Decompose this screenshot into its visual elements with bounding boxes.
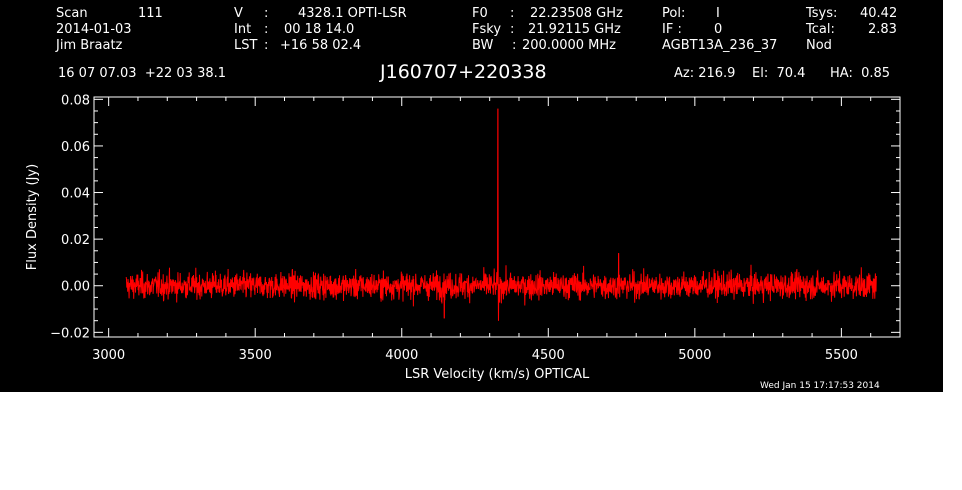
spectrum-line <box>125 108 878 321</box>
elevation: El: 70.4 <box>752 66 806 81</box>
x-tick-label: 3000 <box>92 348 125 363</box>
velocity-label: V <box>234 6 243 21</box>
lst-label: LST <box>234 38 258 53</box>
velocity-value: 4328.1 OPTI-LSR <box>298 6 407 21</box>
y-tick-label: 0.02 <box>61 233 90 248</box>
f0-label: F0 <box>472 6 488 21</box>
y-tick-label: 0.06 <box>61 140 90 155</box>
observation-date: 2014-01-03 <box>56 22 132 37</box>
x-tick-label: 5500 <box>825 348 858 363</box>
observing-mode: Nod <box>806 38 832 53</box>
fsky-colon: : <box>510 22 515 37</box>
tsys-label: Tsys: <box>806 6 838 21</box>
y-tick-label: 0.00 <box>61 280 90 295</box>
x-axis-label: LSR Velocity (km/s) OPTICAL <box>405 367 590 382</box>
project-id: AGBT13A_236_37 <box>662 38 778 53</box>
tcal-value: 2.83 <box>868 22 897 37</box>
fsky-value: 21.92115 GHz <box>528 22 621 37</box>
velocity-colon: : <box>264 6 269 21</box>
integration-colon: : <box>264 22 269 37</box>
y-axis-label: Flux Density (Jy) <box>25 164 40 270</box>
scan-value: 111 <box>138 6 163 21</box>
x-tick-label: 3500 <box>239 348 272 363</box>
f0-colon: : <box>510 6 515 21</box>
f0-value: 22.23508 GHz <box>530 6 623 21</box>
y-tick-label: 0.08 <box>61 93 90 108</box>
tsys-value: 40.42 <box>860 6 898 21</box>
lst-colon: : <box>264 38 269 53</box>
spectrum-trace-layer <box>125 108 878 321</box>
if-value: 0 <box>714 22 723 37</box>
tcal-label: Tcal: <box>806 22 835 37</box>
hour-angle: HA: 0.85 <box>830 66 891 81</box>
source-name: J160707+220338 <box>380 61 547 83</box>
lst-value: +16 58 02.4 <box>280 38 362 53</box>
x-tick-label: 4000 <box>385 348 418 363</box>
integration-value: 00 18 14.0 <box>284 22 355 37</box>
bw-colon: : <box>512 38 517 53</box>
axis-ticks: 3000 3500 4000 4500 5000 5500 −0.02 0.00 0.02 0.0… <box>50 93 900 363</box>
pol-value: I <box>716 6 720 21</box>
y-tick-label: −0.02 <box>50 326 90 341</box>
source-coordinates: 16 07 07.03 +22 03 38.1 <box>58 66 227 81</box>
pol-label: Pol: <box>662 6 686 21</box>
scan-label: Scan <box>56 6 88 21</box>
if-label: IF : <box>662 22 682 37</box>
fsky-label: Fsky <box>472 22 502 37</box>
y-tick-label: 0.04 <box>61 187 90 202</box>
azimuth: Az: 216.9 <box>674 66 736 81</box>
observer-name: Jim Braatz <box>56 38 123 53</box>
spectrum-plot: 3000 3500 4000 4500 5000 5500 −0.02 0.00 0.02 0.0… <box>25 93 901 382</box>
plot-frame <box>93 96 901 338</box>
plot-window: Scan 111 2014-01-03 Jim Braatz V : 4328.… <box>0 0 943 392</box>
bw-label: BW <box>472 38 494 53</box>
x-tick-label: 5000 <box>678 348 711 363</box>
plot-timestamp: Wed Jan 15 17:17:53 2014 <box>760 381 880 391</box>
x-tick-label: 4500 <box>532 348 565 363</box>
integration-label: Int <box>234 22 252 37</box>
bw-value: 200.0000 MHz <box>522 38 616 53</box>
